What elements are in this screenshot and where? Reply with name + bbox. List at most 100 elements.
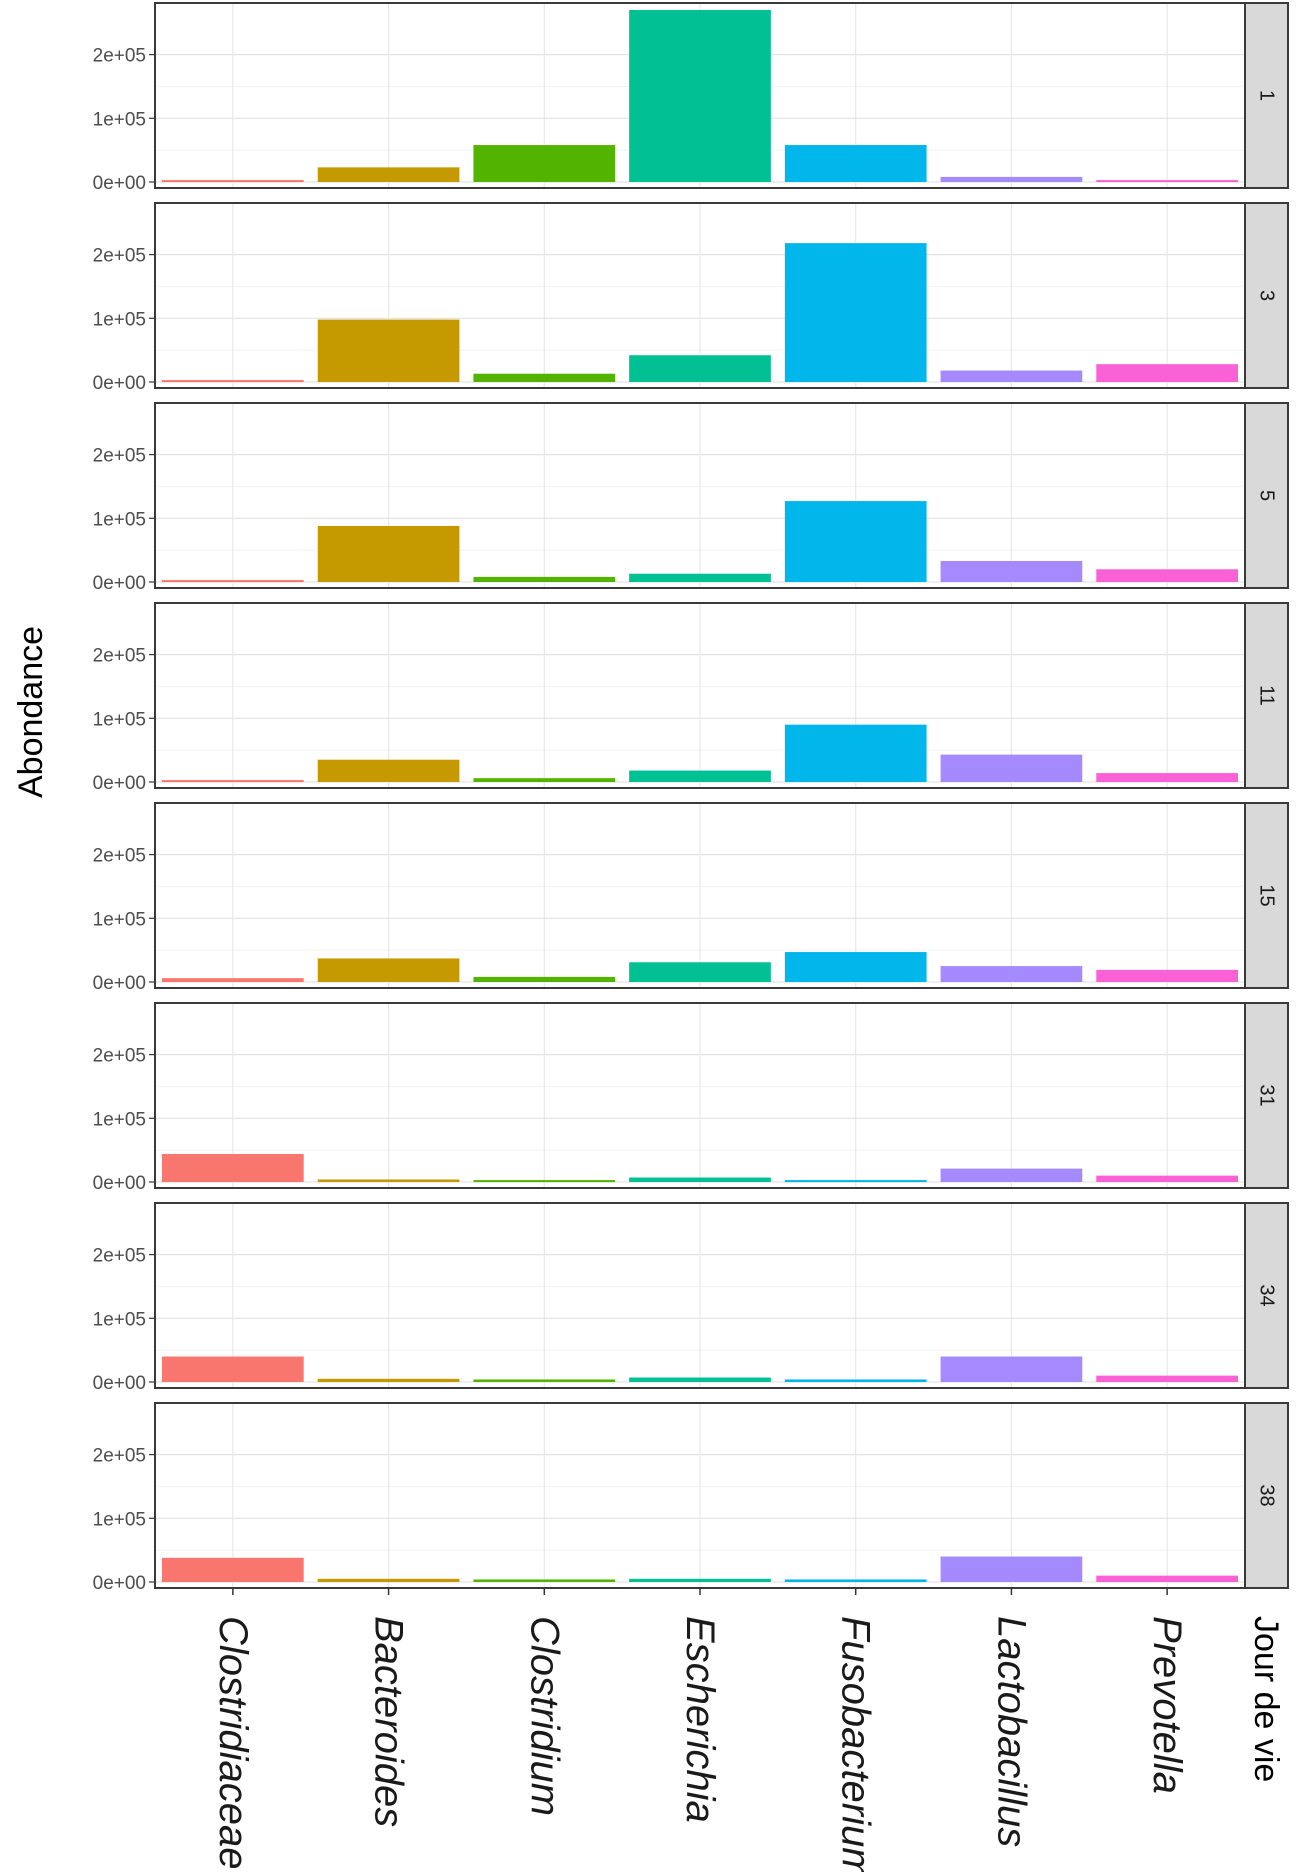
bar bbox=[1096, 773, 1238, 782]
y-tick-label: 1e+05 bbox=[93, 1309, 146, 1330]
y-tick-label: 2e+05 bbox=[93, 646, 146, 667]
bar bbox=[629, 355, 771, 382]
facet-panels: 0e+00 1e+05 2e+05 1 0e+00 1e+05 2e+05 3 0e+00 1e+… bbox=[93, 2, 1289, 1594]
y-tick-label: 0e+00 bbox=[93, 1373, 146, 1394]
facet-strip bbox=[1244, 1402, 1289, 1589]
bar bbox=[629, 10, 771, 182]
bar bbox=[940, 176, 1083, 182]
bar bbox=[629, 573, 771, 582]
bar bbox=[1096, 1375, 1238, 1382]
y-tick-label: 0e+00 bbox=[93, 573, 146, 594]
facet-strip-label: 31 bbox=[1256, 1084, 1278, 1106]
facet-panel: 0e+00 1e+05 2e+05 11 bbox=[93, 602, 1289, 794]
x-tick-label: Escherichia bbox=[678, 1616, 722, 1823]
bar bbox=[1096, 969, 1238, 982]
facet-strip bbox=[1244, 2, 1289, 189]
y-tick-label: 0e+00 bbox=[93, 373, 146, 394]
y-tick-label: 0e+00 bbox=[93, 173, 146, 194]
bar bbox=[317, 1378, 460, 1382]
bar bbox=[1096, 1175, 1238, 1182]
facet-panel: 0e+00 1e+05 2e+05 31 bbox=[93, 1002, 1289, 1194]
facet-strip-label: 3 bbox=[1256, 290, 1278, 301]
y-tick-label: 1e+05 bbox=[93, 109, 146, 130]
bar bbox=[162, 1153, 304, 1182]
y-tick-label: 2e+05 bbox=[93, 446, 146, 467]
x-tick-label: Clostridiaceae bbox=[211, 1616, 255, 1869]
y-tick-label: 2e+05 bbox=[93, 846, 146, 867]
bar bbox=[784, 501, 927, 582]
bar bbox=[317, 1578, 460, 1582]
bar bbox=[473, 1379, 616, 1382]
y-tick-label: 1e+05 bbox=[93, 1109, 146, 1130]
facet-strip-label: 11 bbox=[1256, 685, 1278, 706]
bar bbox=[784, 952, 927, 982]
facet-strip bbox=[1244, 602, 1289, 789]
facet-strip bbox=[1244, 202, 1289, 389]
x-tick-label: Fusobacterium bbox=[834, 1616, 878, 1872]
bar bbox=[473, 576, 616, 582]
bar bbox=[162, 978, 304, 982]
bar bbox=[1096, 1575, 1238, 1582]
y-tick-label: 1e+05 bbox=[93, 709, 146, 730]
facet-strip-label: 34 bbox=[1256, 1284, 1278, 1306]
bar bbox=[940, 754, 1083, 782]
bar bbox=[784, 724, 927, 782]
bar bbox=[473, 976, 616, 982]
bar bbox=[473, 145, 616, 182]
y-tick-label: 1e+05 bbox=[93, 509, 146, 530]
bar bbox=[940, 1356, 1083, 1382]
bar bbox=[629, 962, 771, 982]
bar bbox=[940, 1556, 1083, 1582]
bar bbox=[940, 560, 1083, 582]
facet-panel: 0e+00 1e+05 2e+05 1 bbox=[93, 2, 1289, 194]
facet-strip-label: 1 bbox=[1256, 90, 1278, 101]
bar bbox=[162, 780, 304, 783]
facet-panel: 0e+00 1e+05 2e+05 38 bbox=[93, 1402, 1289, 1594]
bar bbox=[162, 180, 304, 183]
y-tick-label: 2e+05 bbox=[93, 1046, 146, 1067]
facet-panel: 0e+00 1e+05 2e+05 3 bbox=[93, 202, 1289, 394]
bar bbox=[784, 1579, 927, 1582]
bar bbox=[162, 1356, 304, 1382]
x-axis: Clostridiaceae Bacteroides Clostridium Esch… bbox=[211, 1588, 1189, 1872]
bar bbox=[629, 1377, 771, 1382]
y-tick-label: 0e+00 bbox=[93, 1573, 146, 1594]
y-tick-label: 1e+05 bbox=[93, 909, 146, 930]
bar bbox=[162, 580, 304, 583]
bar bbox=[473, 1180, 616, 1183]
bar bbox=[784, 1180, 927, 1183]
bar bbox=[317, 958, 460, 982]
y-tick-label: 0e+00 bbox=[93, 973, 146, 994]
facet-panel: 0e+00 1e+05 2e+05 5 bbox=[93, 402, 1289, 594]
x-tick-label: Lactobacillus bbox=[989, 1616, 1033, 1847]
y-tick-label: 2e+05 bbox=[93, 246, 146, 267]
bar bbox=[162, 1557, 304, 1582]
bar bbox=[940, 966, 1083, 982]
bar bbox=[1096, 364, 1238, 382]
bar bbox=[784, 243, 927, 382]
bar bbox=[784, 145, 927, 182]
bar bbox=[473, 778, 616, 782]
facet-strip bbox=[1244, 402, 1289, 589]
x-tick-label: Clostridium bbox=[522, 1616, 566, 1816]
bar bbox=[629, 1578, 771, 1582]
bar bbox=[784, 1379, 927, 1382]
bar bbox=[317, 525, 460, 582]
x-tick-label: Prevotella bbox=[1145, 1616, 1189, 1794]
bar bbox=[162, 380, 304, 383]
bar bbox=[473, 1579, 616, 1582]
y-tick-label: 2e+05 bbox=[93, 1246, 146, 1267]
facet-panel: 0e+00 1e+05 2e+05 15 bbox=[93, 802, 1289, 994]
y-axis-title: Abondance bbox=[12, 626, 50, 798]
y-tick-label: 0e+00 bbox=[93, 1173, 146, 1194]
bar bbox=[940, 370, 1083, 382]
bar bbox=[473, 373, 616, 382]
bar bbox=[317, 759, 460, 782]
y-tick-label: 0e+00 bbox=[93, 773, 146, 794]
facet-strip-label: 5 bbox=[1256, 490, 1278, 501]
facet-panel: 0e+00 1e+05 2e+05 34 bbox=[93, 1202, 1289, 1394]
bar bbox=[317, 319, 460, 382]
facet-strip bbox=[1244, 1202, 1289, 1389]
bar bbox=[1096, 569, 1238, 582]
